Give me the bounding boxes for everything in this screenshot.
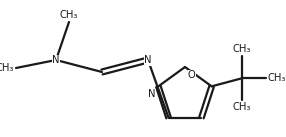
Text: N: N: [52, 55, 60, 65]
Text: CH₃: CH₃: [268, 73, 286, 83]
Text: CH₃: CH₃: [0, 63, 14, 73]
Text: N: N: [144, 55, 152, 65]
Text: CH₃: CH₃: [60, 10, 78, 20]
Text: N: N: [148, 89, 155, 99]
Text: O: O: [188, 70, 196, 80]
Text: CH₃: CH₃: [233, 44, 251, 54]
Text: CH₃: CH₃: [233, 102, 251, 112]
